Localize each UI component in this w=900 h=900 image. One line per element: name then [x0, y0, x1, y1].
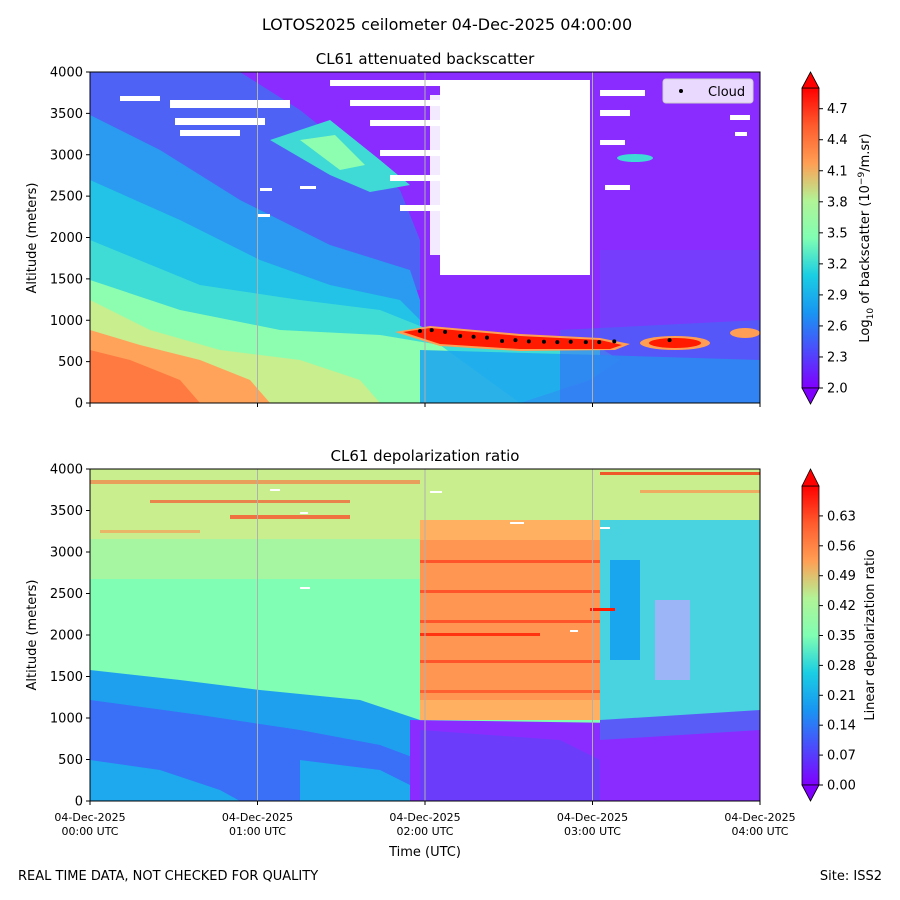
cloud-point: [526, 339, 531, 344]
y-tick-label: 3000: [50, 546, 83, 561]
cloud-point: [667, 338, 672, 343]
y-tick-label: 3500: [50, 504, 83, 519]
x-tick-label: 04-Dec-2025 02:00 UTC: [389, 811, 460, 838]
cloud-point: [500, 338, 505, 343]
y-tick-label: 3500: [50, 107, 83, 122]
colorbar-tick-label: 0.00: [827, 779, 856, 794]
y-tick-label: 2500: [50, 190, 83, 205]
cloud-markers: [417, 328, 672, 345]
cloud-point: [417, 329, 422, 334]
backscatter-colorbar-ticks: 2.0 2.3 2.6 2.9 3.2 3.5 3.8 4.1 4.4 4.7: [819, 102, 848, 397]
cloud-point: [597, 340, 602, 345]
quality-disclaimer: REAL TIME DATA, NOT CHECKED FOR QUALITY: [18, 869, 319, 884]
colorbar-tick-label: 0.28: [827, 659, 856, 674]
depolarization-ylabel: Altitude (meters): [25, 580, 40, 691]
legend-cloud-label: Cloud: [708, 85, 745, 100]
y-tick-label: 500: [58, 753, 83, 768]
backscatter-colorbar-body: [801, 87, 820, 389]
cloud-point: [568, 339, 573, 344]
legend-cloud-marker: [679, 89, 683, 93]
x-tick-label: 04-Dec-2025 04:00 UTC: [724, 811, 795, 838]
site-label: Site: ISS2: [819, 869, 882, 884]
depolarization-colorbar-ticks: 0.00 0.07 0.14 0.21 0.28 0.35 0.42 0.49 0.56 0.63: [819, 509, 856, 794]
cloud-point: [484, 335, 489, 340]
backscatter-ylabel: Altitude (meters): [25, 183, 40, 294]
backscatter-panel: CL61 attenuated backscatter: [25, 50, 876, 412]
colorbar-tick-label: 0.14: [827, 719, 856, 734]
colorbar-tick-label: 2.0: [827, 382, 848, 397]
colorbar-tick-label: 4.4: [827, 133, 848, 148]
colorbar-tick-label: 2.9: [827, 288, 848, 303]
cloud-point: [471, 334, 476, 339]
colorbar-tick-label: 4.7: [827, 102, 848, 117]
depolarization-missing: [270, 489, 610, 632]
cloud-point: [541, 339, 546, 344]
depolarization-colorbar-max-extend: [801, 468, 820, 487]
x-tick-label: 04-Dec-2025 01:00 UTC: [222, 811, 293, 838]
legend: Cloud: [662, 78, 754, 104]
depolarization-y-axis: 0 500 1000 1500 2000 2500 3000 3500 4000: [50, 463, 90, 810]
colorbar-tick-label: 3.5: [827, 226, 848, 241]
depolarization-panel: CL61 depolarization ratio: [25, 447, 878, 860]
y-tick-label: 1000: [50, 314, 83, 329]
depolarization-colorbar-label: Linear depolarization ratio: [863, 549, 878, 720]
colorbar-tick-label: 2.6: [827, 319, 848, 334]
colorbar-tick-label: 3.8: [827, 195, 848, 210]
y-tick-label: 4000: [50, 463, 83, 478]
y-tick-label: 2500: [50, 587, 83, 602]
colorbar-tick-label: 4.1: [827, 164, 848, 179]
backscatter-colorbar-max-extend: [801, 71, 820, 89]
backscatter-y-axis: 0 500 1000 1500 2000 2500 3000 3500 4000: [50, 66, 90, 412]
backscatter-x-ticks: [89, 403, 761, 407]
cloud-point: [612, 339, 617, 344]
x-tick-label: 04-Dec-2025 00:00 UTC: [54, 811, 125, 838]
y-tick-label: 2000: [50, 231, 83, 246]
colorbar-tick-label: 3.2: [827, 257, 848, 272]
backscatter-title: CL61 attenuated backscatter: [316, 50, 535, 68]
cloud-point: [513, 338, 518, 343]
depolarization-colorbar-min-extend: [801, 784, 820, 802]
cloud-point: [429, 328, 434, 333]
colorbar-tick-label: 0.35: [827, 629, 856, 644]
figure-title: LOTOS2025 ceilometer 04-Dec-2025 04:00:0…: [262, 15, 632, 34]
cloud-point: [555, 340, 560, 345]
depolarization-grid: [257, 469, 593, 801]
y-tick-label: 0: [75, 795, 83, 810]
colorbar-tick-label: 0.49: [827, 569, 856, 584]
depolarization-title: CL61 depolarization ratio: [331, 447, 520, 465]
colorbar-tick-label: 0.21: [827, 689, 856, 704]
backscatter-colorbar-min-extend: [801, 387, 820, 405]
colorbar-tick-label: 0.07: [827, 749, 856, 764]
depolarization-colorbar: 0.00 0.07 0.14 0.21 0.28 0.35 0.42 0.49 0.56 0.63…: [801, 468, 878, 802]
depolarization-colorbar-body: [801, 485, 820, 786]
x-tick-label: 04-Dec-2025 03:00 UTC: [557, 811, 628, 838]
backscatter-colorbar: 2.0 2.3 2.6 2.9 3.2 3.5 3.8 4.1 4.4 4.7 Log10 of …: [801, 71, 876, 405]
colorbar-tick-label: 0.42: [827, 599, 856, 614]
colorbar-tick-label: 0.56: [827, 539, 856, 554]
depolarization-xlabel: Time (UTC): [388, 845, 461, 860]
y-tick-label: 3000: [50, 148, 83, 163]
colorbar-tick-label: 2.3: [827, 350, 848, 365]
backscatter-grid: [257, 72, 593, 403]
y-tick-label: 1500: [50, 670, 83, 685]
y-tick-label: 4000: [50, 66, 83, 81]
y-tick-label: 1000: [50, 712, 83, 727]
legend-box: [662, 78, 754, 104]
y-tick-label: 2000: [50, 629, 83, 644]
cloud-point: [458, 333, 463, 338]
cloud-point: [443, 329, 448, 334]
depolarization-x-axis: 04-Dec-2025 00:00 UTC 04-Dec-2025 01:00 UTC…: [54, 801, 796, 838]
colorbar-tick-label: 0.63: [827, 509, 856, 524]
y-tick-label: 1500: [50, 272, 83, 287]
cloud-point: [583, 340, 588, 345]
backscatter-colorbar-label: Log10 of backscatter (10−9/m.sr): [857, 133, 876, 342]
y-tick-label: 0: [75, 397, 83, 412]
y-tick-label: 500: [58, 355, 83, 370]
depolarization-streaks: [90, 472, 760, 693]
missing-data-regions: [120, 80, 750, 275]
